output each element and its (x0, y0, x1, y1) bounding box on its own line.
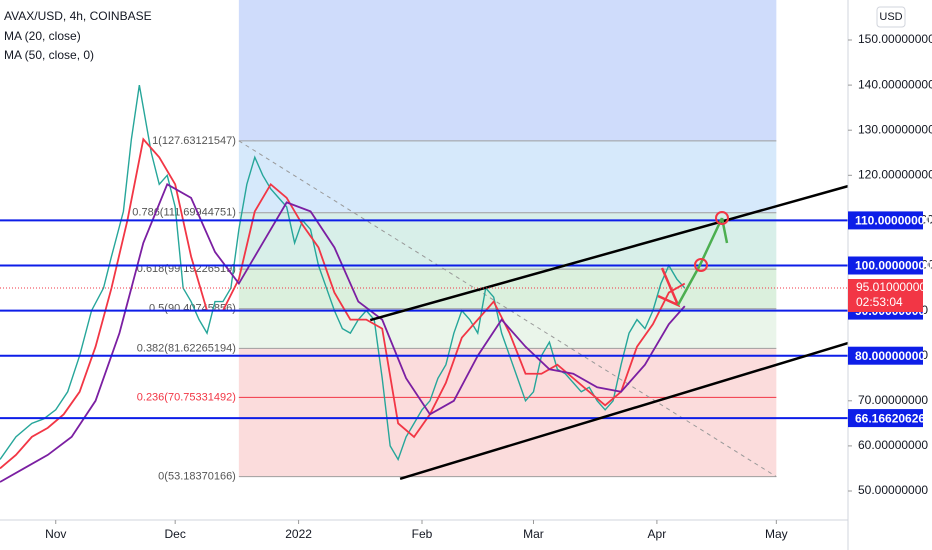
level-label: 66.16620626 (855, 411, 925, 425)
level-label: 100.00000000 (855, 259, 932, 273)
x-tick-label: May (765, 527, 788, 541)
drawings (657, 211, 729, 308)
trend-line (369, 184, 849, 322)
level-badge (848, 211, 923, 230)
fib-label: 1(127.63121547) (152, 135, 236, 147)
fib-extension-zone (238, 0, 777, 141)
y-tick-label: 50.00000000 (858, 483, 928, 497)
plot-area: 1(127.63121547)0.786(111.69944751)0.618(… (0, 0, 849, 483)
y-tick-label: 70.00000000 (858, 393, 928, 407)
x-tick-label: Nov (45, 527, 66, 541)
level-badge (848, 256, 923, 275)
last-price-label: 95.01000000 (856, 280, 926, 294)
fib-label: 0.382(81.62265194) (137, 342, 236, 354)
x-tick-label: Dec (165, 527, 186, 541)
x-tick-label: Apr (648, 527, 667, 541)
y-tick-label: 140.00000000 (858, 77, 932, 91)
fib-zone (238, 397, 777, 477)
price-line (0, 84, 686, 462)
chart-title: AVAX/USD, 4h, COINBASE (4, 9, 152, 23)
fib-label: 0.786(111.69944751) (132, 207, 236, 219)
y-tick-label: 120.00000000 (858, 167, 932, 181)
fib-zone (238, 212, 777, 270)
last-price-badge (848, 279, 923, 313)
x-tick-label: 2022 (285, 527, 312, 541)
price-axis: 50.00000000 60.00000000 70.00000000 80.0000… (45, 32, 932, 541)
currency-label[interactable]: USD (879, 11, 902, 23)
trend-line (399, 341, 849, 481)
target-circle (694, 258, 708, 272)
y-tick-label: 60.00000000 (858, 438, 928, 452)
y-tick-label: 130.00000000 (858, 122, 932, 136)
arrow-up (720, 217, 729, 244)
level-label: 110.00000000 (855, 214, 931, 228)
level-badge (848, 409, 923, 428)
fib-label: 0(53.18370166) (158, 471, 236, 483)
level-label: 80.00000000 (855, 349, 925, 363)
level-badge (848, 346, 923, 365)
legend-entry: MA (20, close) (4, 29, 81, 43)
y-tick-label: 150.00000000 (858, 32, 932, 46)
fib-label: 0.236(70.75331492) (137, 391, 236, 403)
x-tick-label: Feb (412, 527, 433, 541)
arrow-up (676, 217, 724, 306)
legend-entry: MA (50, close, 0) (4, 48, 94, 62)
fib-zone (238, 140, 777, 213)
countdown-label: 02:53:04 (856, 295, 903, 309)
moving-average (0, 137, 686, 470)
currency-button[interactable] (876, 6, 906, 28)
target-circle (715, 211, 729, 225)
moving-average (0, 183, 686, 483)
fib-diagonal (238, 140, 777, 478)
x-tick-label: Mar (523, 527, 544, 541)
